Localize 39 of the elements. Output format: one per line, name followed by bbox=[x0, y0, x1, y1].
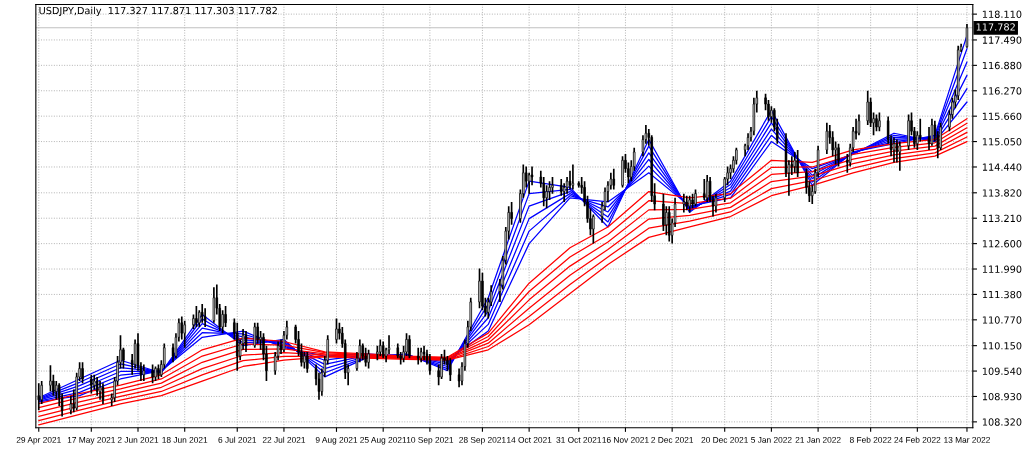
x-tick-label: 13 Mar 2022 bbox=[944, 436, 990, 443]
y-tick-label: 111.380 bbox=[982, 290, 1022, 299]
y-tick-label: 115.050 bbox=[982, 138, 1022, 146]
x-tick-label: 20 Dec 2021 bbox=[701, 436, 748, 443]
y-tick-label: 110.150 bbox=[982, 342, 1022, 350]
x-tick-label: 31 Oct 2021 bbox=[556, 436, 602, 443]
y-tick-label: 111.990 bbox=[982, 265, 1022, 273]
y-tick-label: 108.930 bbox=[982, 392, 1022, 401]
ref-line-label: 117.782 bbox=[976, 23, 1015, 31]
x-tick-label: 2 Dec 2021 bbox=[651, 436, 694, 443]
x-tick-label: 29 Apr 2021 bbox=[16, 436, 61, 445]
y-tick-label: 115.660 bbox=[982, 112, 1022, 120]
x-tick-label: 17 May 2021 bbox=[67, 436, 115, 445]
x-tick-label: 16 Nov 2021 bbox=[602, 436, 649, 443]
y-tick-label: 117.490 bbox=[982, 36, 1022, 44]
chart-title: USDJPY,Daily 117.327 117.871 117.303 117.782 bbox=[39, 6, 277, 17]
y-tick-label: 110.770 bbox=[982, 316, 1022, 324]
x-tick-label: 8 Feb 2022 bbox=[849, 436, 892, 443]
x-tick-label: 9 Aug 2021 bbox=[315, 436, 358, 445]
x-tick-label: 22 Jul 2021 bbox=[262, 436, 306, 443]
x-tick-label: 21 Jan 2022 bbox=[795, 436, 841, 443]
y-tick-label: 116.880 bbox=[982, 61, 1022, 70]
x-tick-label: 25 Aug 2021 bbox=[360, 436, 407, 445]
y-tick-label: 113.820 bbox=[982, 189, 1022, 197]
x-tick-label: 10 Sep 2021 bbox=[406, 436, 454, 445]
y-tick-label: 118.110 bbox=[982, 10, 1022, 18]
y-tick-label: 113.210 bbox=[982, 214, 1022, 223]
x-tick-label: 24 Feb 2022 bbox=[894, 436, 941, 443]
y-tick-label: 112.600 bbox=[982, 240, 1022, 248]
x-tick-label: 18 Jun 2021 bbox=[162, 436, 208, 443]
y-tick-label: 116.270 bbox=[982, 87, 1022, 95]
x-tick-label: 28 Sep 2021 bbox=[459, 436, 506, 445]
x-tick-label: 5 Jan 2022 bbox=[751, 436, 792, 443]
x-tick-label: 14 Oct 2021 bbox=[507, 436, 552, 443]
x-tick-label: 2 Jun 2021 bbox=[117, 436, 159, 443]
x-tick-label: 6 Jul 2021 bbox=[218, 436, 257, 443]
y-tick-label: 108.320 bbox=[982, 418, 1022, 426]
y-tick-label: 109.540 bbox=[982, 367, 1022, 375]
y-tick-label: 114.440 bbox=[982, 163, 1022, 171]
